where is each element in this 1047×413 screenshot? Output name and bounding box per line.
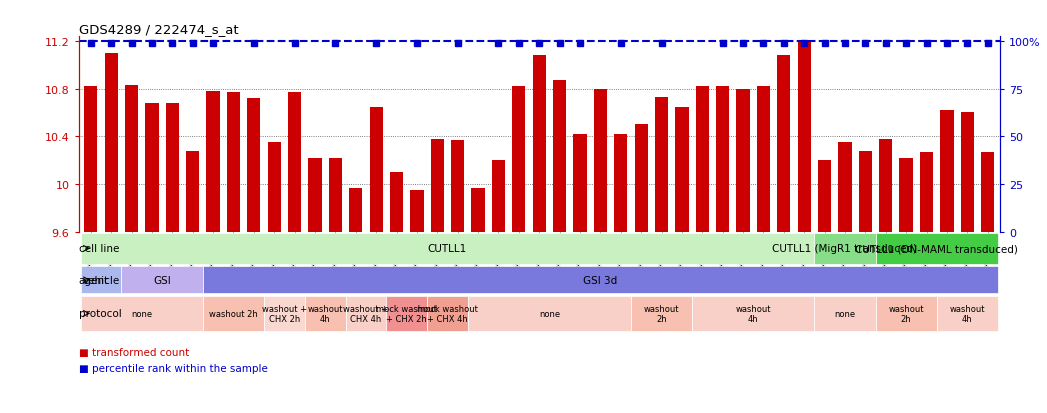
Bar [818, 161, 831, 232]
Bar [105, 54, 117, 232]
Text: washout +
CHX 4h: washout + CHX 4h [343, 304, 388, 323]
Text: washout
2h: washout 2h [888, 304, 923, 323]
Text: mock washout
+ CHX 2h: mock washout + CHX 2h [376, 304, 438, 323]
Bar [81, 233, 815, 264]
Bar [615, 135, 627, 232]
Bar [875, 233, 998, 264]
Bar [736, 90, 750, 232]
Bar [937, 296, 998, 331]
Bar [757, 87, 770, 232]
Bar [471, 188, 485, 232]
Bar [839, 143, 851, 232]
Bar [386, 296, 427, 331]
Bar [247, 99, 261, 232]
Text: CUTLL1 (MigR1 transduced): CUTLL1 (MigR1 transduced) [773, 244, 917, 254]
Text: none: none [131, 309, 152, 318]
Bar [165, 104, 179, 232]
Bar [203, 267, 998, 294]
Bar [512, 87, 526, 232]
Bar [309, 158, 321, 232]
Bar [427, 296, 468, 331]
Bar [815, 233, 875, 264]
Text: mock washout
+ CHX 4h: mock washout + CHX 4h [417, 304, 477, 323]
Bar [370, 107, 383, 232]
Bar [81, 267, 121, 294]
Text: ■ percentile rank within the sample: ■ percentile rank within the sample [79, 363, 267, 373]
Text: washout
2h: washout 2h [644, 304, 680, 323]
Text: vehicle: vehicle [83, 275, 119, 285]
Text: CUTLL1: CUTLL1 [428, 244, 467, 254]
Bar [206, 92, 220, 232]
Text: CUTLL1 (DN-MAML transduced): CUTLL1 (DN-MAML transduced) [855, 244, 1018, 254]
Bar [533, 56, 545, 232]
Text: cell line: cell line [79, 244, 119, 254]
Text: washout 2h: washout 2h [209, 309, 258, 318]
Text: washout +
CHX 2h: washout + CHX 2h [262, 304, 307, 323]
Bar [349, 188, 362, 232]
Text: washout
4h: washout 4h [950, 304, 985, 323]
Text: protocol: protocol [79, 309, 121, 318]
Bar [121, 267, 203, 294]
Bar [634, 125, 648, 232]
Bar [492, 161, 505, 232]
Bar [329, 158, 342, 232]
Text: GSI 3d: GSI 3d [583, 275, 618, 285]
Bar [430, 139, 444, 232]
Text: washout
4h: washout 4h [735, 304, 771, 323]
Bar [410, 190, 424, 232]
Bar [203, 296, 264, 331]
Text: none: none [834, 309, 855, 318]
Bar [716, 87, 730, 232]
Bar [875, 296, 937, 331]
Bar [879, 139, 892, 232]
Bar [146, 104, 158, 232]
Text: washout
4h: washout 4h [308, 304, 343, 323]
Text: agent: agent [79, 275, 109, 285]
Bar [777, 56, 790, 232]
Bar [675, 107, 689, 232]
Bar [553, 81, 566, 232]
Bar [305, 296, 346, 331]
Text: ■ transformed count: ■ transformed count [79, 347, 188, 357]
Bar [84, 87, 97, 232]
Text: GDS4289 / 222474_s_at: GDS4289 / 222474_s_at [79, 23, 238, 36]
Bar [186, 151, 199, 232]
Bar [594, 90, 607, 232]
Bar [389, 173, 403, 232]
Bar [981, 152, 995, 232]
Bar [574, 135, 586, 232]
Bar [227, 93, 240, 232]
Bar [859, 151, 872, 232]
Bar [899, 158, 913, 232]
Bar [692, 296, 815, 331]
Bar [798, 42, 810, 232]
Bar [631, 296, 692, 331]
Bar [815, 296, 875, 331]
Text: none: none [539, 309, 560, 318]
Bar [654, 98, 668, 232]
Bar [961, 113, 974, 232]
Bar [268, 143, 281, 232]
Bar [920, 152, 933, 232]
Bar [346, 296, 386, 331]
Bar [264, 296, 305, 331]
Text: GSI: GSI [153, 275, 171, 285]
Bar [81, 296, 203, 331]
Bar [125, 86, 138, 232]
Bar [451, 140, 464, 232]
Bar [288, 93, 302, 232]
Bar [940, 111, 954, 232]
Bar [695, 87, 709, 232]
Bar [468, 296, 631, 331]
